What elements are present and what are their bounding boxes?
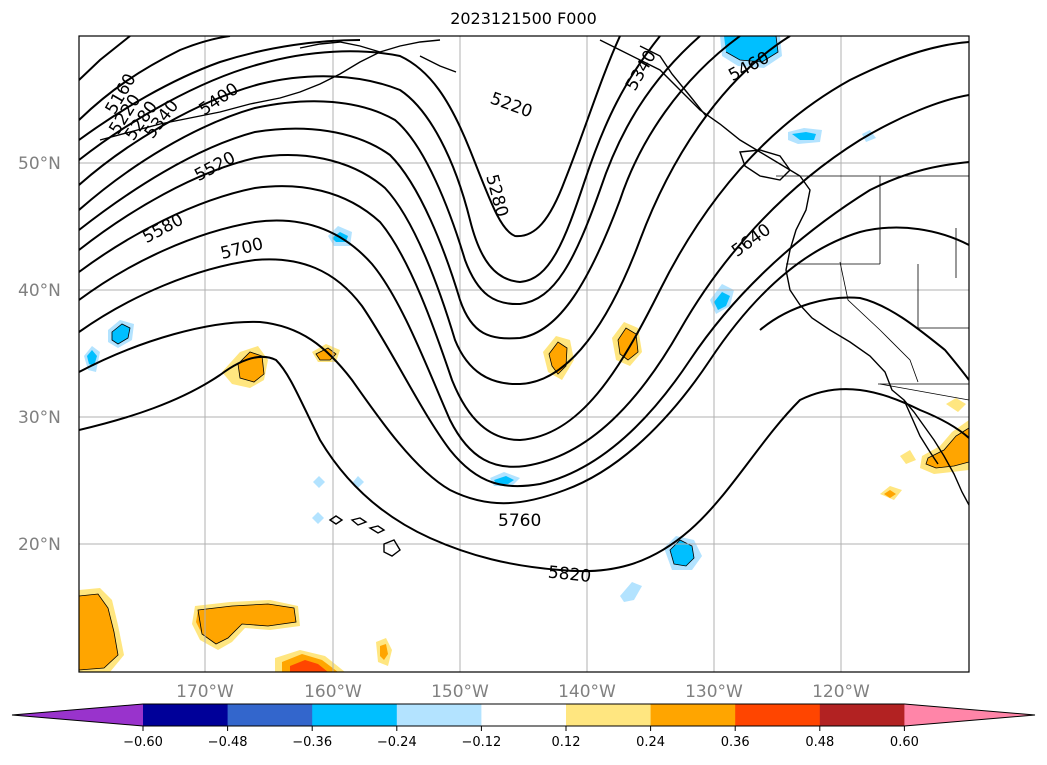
colorbar-segment (566, 704, 652, 726)
colorbar-segment (143, 704, 229, 726)
coastlines (99, 39, 969, 557)
lon-label-170w: 170°W (176, 682, 234, 702)
lon-label-160w: 160°W (304, 682, 362, 702)
graticule (79, 36, 969, 672)
contour-label: 5820 (547, 563, 592, 587)
colorbar-segment (227, 704, 313, 726)
lat-label-50: 50°N (18, 154, 61, 174)
height-contours (79, 36, 969, 573)
colorbar-tick-label: 0.48 (805, 735, 834, 750)
contour-label: 5760 (498, 511, 541, 531)
lon-label-120w: 120°W (812, 682, 870, 702)
lat-label-30: 30°N (18, 408, 61, 428)
colorbar-tick-label: −0.36 (292, 735, 332, 750)
map-area: 5160 5220 5280 5340 5400 5520 5580 5700 … (79, 36, 969, 672)
colorbar-tick-label: −0.24 (377, 735, 417, 750)
map-frame (78, 35, 970, 673)
lon-label-150w: 150°W (431, 682, 489, 702)
colorbar-tick-label: 0.12 (552, 735, 581, 750)
lon-label-140w: 140°W (558, 682, 616, 702)
colorbar-tick-label: −0.60 (123, 735, 163, 750)
lat-label-20: 20°N (18, 535, 61, 555)
colorbar-extend-max (904, 704, 1035, 726)
colorbar-segment (819, 704, 905, 726)
colorbar: −0.60 −0.48 −0.36 −0.24 −0.12 0.12 0.24 0.36 0.4… (11, 703, 1036, 750)
colorbar-segment (312, 704, 398, 726)
colorbar-tick-label: −0.48 (208, 735, 248, 750)
colorbar-tick-label: 0.36 (721, 735, 750, 750)
colorbar-segment (481, 704, 567, 726)
colorbar-tick-label: 0.60 (890, 735, 919, 750)
colorbar-tick-label: −0.12 (461, 735, 501, 750)
map-title: 2023121500 F000 (450, 9, 597, 28)
lat-label-40: 40°N (18, 281, 61, 301)
colorbar-tick-label: 0.24 (636, 735, 665, 750)
colorbar-segment (650, 704, 736, 726)
lon-label-130w: 130°W (685, 682, 743, 702)
colorbar-segment (396, 704, 482, 726)
colorbar-extend-min (12, 704, 143, 726)
colorbar-segment (735, 704, 821, 726)
positive-anomaly-shading (79, 322, 969, 672)
